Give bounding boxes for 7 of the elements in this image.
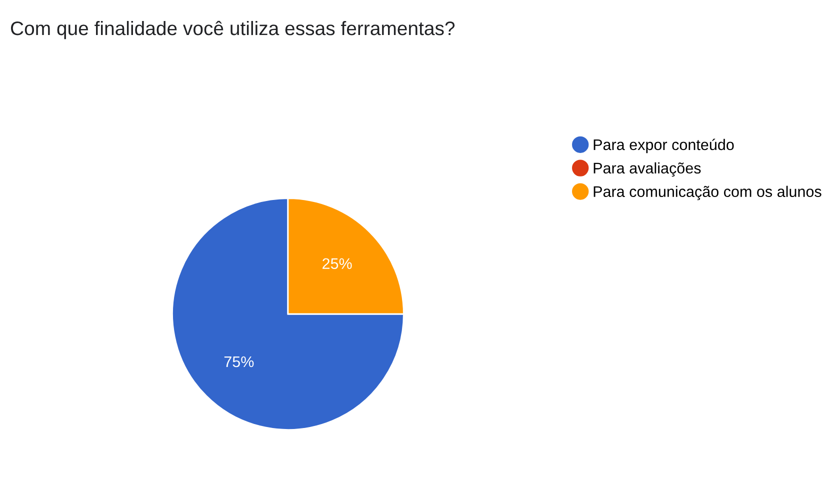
data-label: 25% (322, 258, 352, 270)
pie-slice (172, 198, 404, 430)
legend-label: Para expor conteúdo (594, 138, 734, 154)
chart-title: Com que finalidade você utiliza essas ferramentas? (10, 20, 455, 40)
data-label: 75% (224, 356, 254, 368)
legend-label: Para comunicação com os alunos (594, 186, 822, 200)
legend-label: Para avaliações (594, 162, 701, 177)
